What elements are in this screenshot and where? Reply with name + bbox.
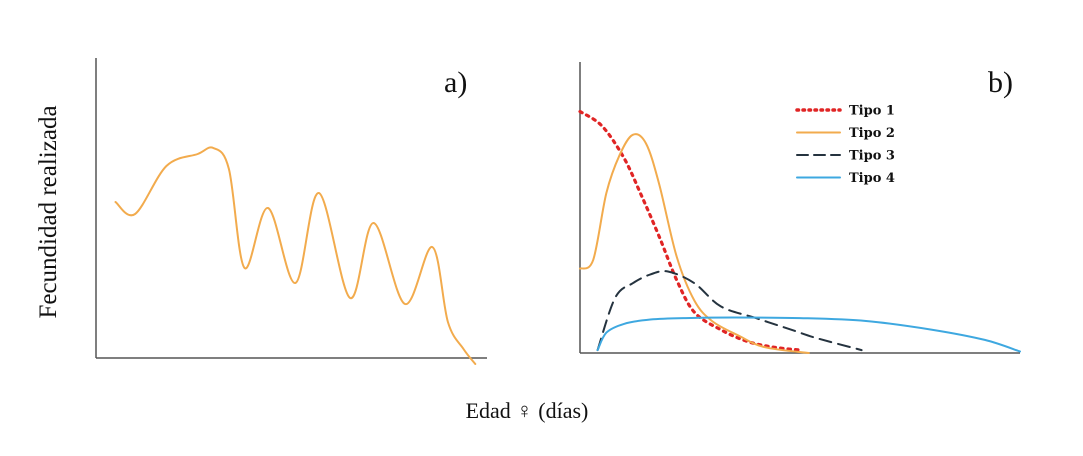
panel-b-chart: b) Tipo 1 Tipo 2 Tipo 3 Tipo 4	[578, 62, 1021, 354]
y-axis-title: Fecundidad realizada	[35, 105, 62, 318]
panel-b-label: b)	[988, 66, 1013, 99]
panel-a-series-group	[114, 146, 477, 365]
panel-b-legend: Tipo 1 Tipo 2 Tipo 3 Tipo 4	[795, 104, 895, 186]
panel-a-label: a)	[444, 66, 467, 99]
panel-a-line-series-1	[114, 146, 477, 365]
panel-b-line-tipo-4	[596, 316, 1021, 353]
x-axis-title: Edad ♀ (días)	[466, 398, 589, 423]
legend-label-tipo-1: Tipo 1	[849, 104, 895, 119]
panel-b-line-tipo-1	[578, 109, 802, 352]
panel-b-line-tipo-3	[596, 270, 863, 352]
panel-a-chart: a)	[95, 58, 487, 365]
legend-label-tipo-2: Tipo 2	[849, 126, 895, 141]
legend-label-tipo-4: Tipo 4	[849, 171, 895, 186]
panel-b-series-group	[578, 109, 1021, 354]
legend-label-tipo-3: Tipo 3	[849, 149, 895, 164]
panel-b-line-tipo-2	[579, 133, 810, 354]
